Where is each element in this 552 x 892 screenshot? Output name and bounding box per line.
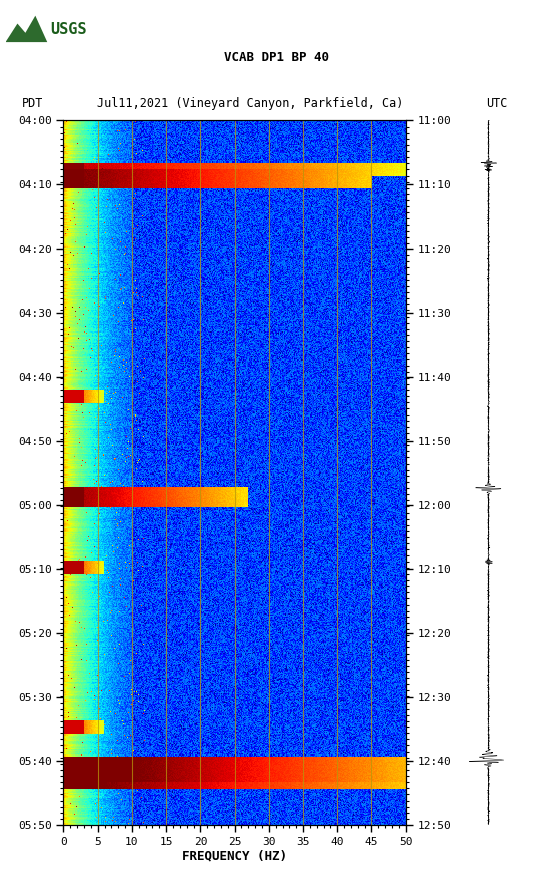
Polygon shape [6,16,47,42]
X-axis label: FREQUENCY (HZ): FREQUENCY (HZ) [182,850,287,863]
Text: USGS: USGS [50,22,87,37]
Text: PDT: PDT [22,96,44,110]
Text: VCAB DP1 BP 40: VCAB DP1 BP 40 [224,51,328,64]
Text: Jul11,2021 (Vineyard Canyon, Parkfield, Ca): Jul11,2021 (Vineyard Canyon, Parkfield, … [97,96,403,110]
Text: UTC: UTC [486,96,507,110]
